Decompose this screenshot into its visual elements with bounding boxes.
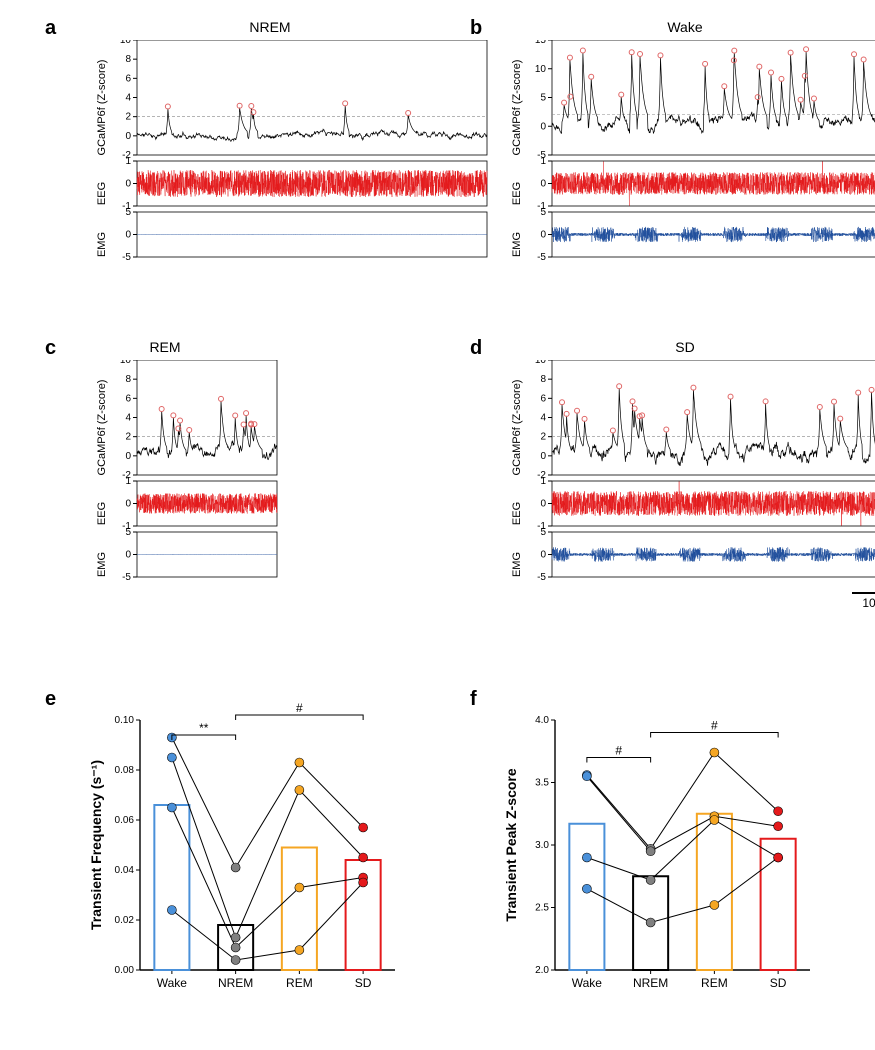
svg-text:2.0: 2.0 (535, 965, 549, 976)
svg-text:8: 8 (125, 374, 131, 385)
trace-panel-rem: -20246810-101-505 GCaMP6f (Z-score) EEG … (95, 360, 281, 581)
svg-text:0: 0 (125, 451, 131, 462)
bar-chart-frequency: 0.00 0.02 0.04 0.06 0.08 0.10 Wake NREM REM SD **… (85, 700, 405, 1000)
panel-label-a: a (45, 17, 56, 40)
svg-text:6: 6 (125, 73, 131, 84)
panel-title-b: Wake (510, 19, 860, 35)
trace-panel-wake: -5051015-101-505 GCaMP6f (Z-score) EEG E… (510, 40, 875, 261)
svg-text:0: 0 (540, 179, 546, 190)
svg-text:GCaMP6f (Z-score): GCaMP6f (Z-score) (96, 60, 108, 156)
svg-text:Wake: Wake (572, 976, 603, 990)
svg-text:0: 0 (540, 451, 546, 462)
svg-text:0.00: 0.00 (115, 965, 135, 976)
svg-text:5: 5 (540, 207, 546, 218)
svg-text:6: 6 (540, 393, 546, 404)
svg-text:REM: REM (286, 976, 313, 990)
svg-text:8: 8 (540, 374, 546, 385)
svg-text:EMG: EMG (96, 552, 108, 577)
svg-text:0: 0 (540, 499, 546, 510)
svg-text:-5: -5 (537, 572, 546, 581)
svg-text:0: 0 (540, 230, 546, 241)
svg-text:GCaMP6f (Z-score): GCaMP6f (Z-score) (511, 60, 523, 156)
svg-text:0.08: 0.08 (115, 765, 135, 776)
svg-text:4: 4 (540, 413, 546, 424)
svg-text:3.0: 3.0 (535, 840, 549, 851)
panel-title-d: SD (510, 339, 860, 355)
svg-text:-5: -5 (537, 252, 546, 261)
svg-text:10: 10 (535, 64, 547, 75)
svg-text:#: # (296, 701, 303, 715)
svg-text:1: 1 (125, 476, 131, 487)
svg-text:Transient Peak Z-score: Transient Peak Z-score (503, 768, 519, 922)
svg-text:15: 15 (535, 40, 547, 46)
svg-text:4: 4 (125, 93, 131, 104)
svg-text:GCaMP6f (Z-score): GCaMP6f (Z-score) (96, 380, 108, 476)
svg-text:EEG: EEG (96, 502, 108, 525)
svg-text:0: 0 (125, 131, 131, 142)
svg-text:3.5: 3.5 (535, 778, 549, 789)
svg-text:NREM: NREM (218, 976, 253, 990)
panel-label-e: e (45, 688, 56, 711)
svg-text:5: 5 (125, 207, 131, 218)
svg-text:10: 10 (535, 360, 547, 366)
svg-text:0: 0 (125, 499, 131, 510)
scale-bar: 100 s (852, 589, 875, 611)
svg-text:2: 2 (125, 432, 131, 443)
svg-text:5: 5 (125, 527, 131, 538)
panel-label-b: b (470, 17, 482, 40)
svg-text:0.02: 0.02 (115, 915, 135, 926)
svg-text:0: 0 (540, 550, 546, 561)
svg-text:-5: -5 (122, 252, 131, 261)
svg-text:0: 0 (125, 230, 131, 241)
svg-text:5: 5 (540, 93, 546, 104)
svg-text:#: # (711, 719, 718, 733)
svg-text:1: 1 (540, 476, 546, 487)
bar-chart-peak-zscore: 2.0 2.5 3.0 3.5 4.0 Wake NREM REM SD # # Transient… (500, 700, 820, 1000)
svg-text:0: 0 (125, 179, 131, 190)
panel-title-a: NREM (95, 19, 445, 35)
svg-text:0: 0 (125, 550, 131, 561)
panel-label-f: f (470, 688, 477, 711)
svg-text:0.06: 0.06 (115, 815, 135, 826)
svg-text:EMG: EMG (96, 232, 108, 257)
svg-text:Wake: Wake (157, 976, 188, 990)
svg-text:Transient Frequency (s⁻¹): Transient Frequency (s⁻¹) (88, 760, 104, 930)
svg-text:EEG: EEG (511, 182, 523, 205)
svg-text:2: 2 (125, 112, 131, 123)
svg-text:0.10: 0.10 (115, 715, 135, 726)
svg-text:SD: SD (355, 976, 372, 990)
svg-text:10: 10 (120, 360, 132, 366)
trace-panel-sd: -20246810-101-505 GCaMP6f (Z-score) EEG … (510, 360, 875, 581)
svg-text:2.5: 2.5 (535, 903, 549, 914)
svg-text:GCaMP6f (Z-score): GCaMP6f (Z-score) (511, 380, 523, 476)
svg-text:1: 1 (125, 156, 131, 167)
svg-text:EMG: EMG (511, 232, 523, 257)
svg-text:NREM: NREM (633, 976, 668, 990)
svg-text:REM: REM (701, 976, 728, 990)
svg-text:10: 10 (120, 40, 132, 46)
trace-panel-nrem: -20246810-101-505 GCaMP6f (Z-score) EEG … (95, 40, 491, 261)
svg-text:1: 1 (540, 156, 546, 167)
panel-label-d: d (470, 337, 482, 360)
svg-text:2: 2 (540, 432, 546, 443)
svg-text:8: 8 (125, 54, 131, 65)
svg-text:EEG: EEG (511, 502, 523, 525)
svg-text:#: # (615, 744, 622, 758)
svg-text:-5: -5 (122, 572, 131, 581)
svg-text:0: 0 (540, 121, 546, 132)
svg-text:4: 4 (125, 413, 131, 424)
svg-text:4.0: 4.0 (535, 715, 549, 726)
panel-title-c: REM (95, 339, 235, 355)
svg-text:SD: SD (770, 976, 787, 990)
svg-text:**: ** (199, 721, 209, 735)
svg-text:0.04: 0.04 (115, 865, 135, 876)
svg-text:100 s: 100 s (862, 596, 875, 610)
svg-text:6: 6 (125, 393, 131, 404)
svg-text:EMG: EMG (511, 552, 523, 577)
svg-text:5: 5 (540, 527, 546, 538)
panel-label-c: c (45, 337, 56, 360)
svg-text:EEG: EEG (96, 182, 108, 205)
